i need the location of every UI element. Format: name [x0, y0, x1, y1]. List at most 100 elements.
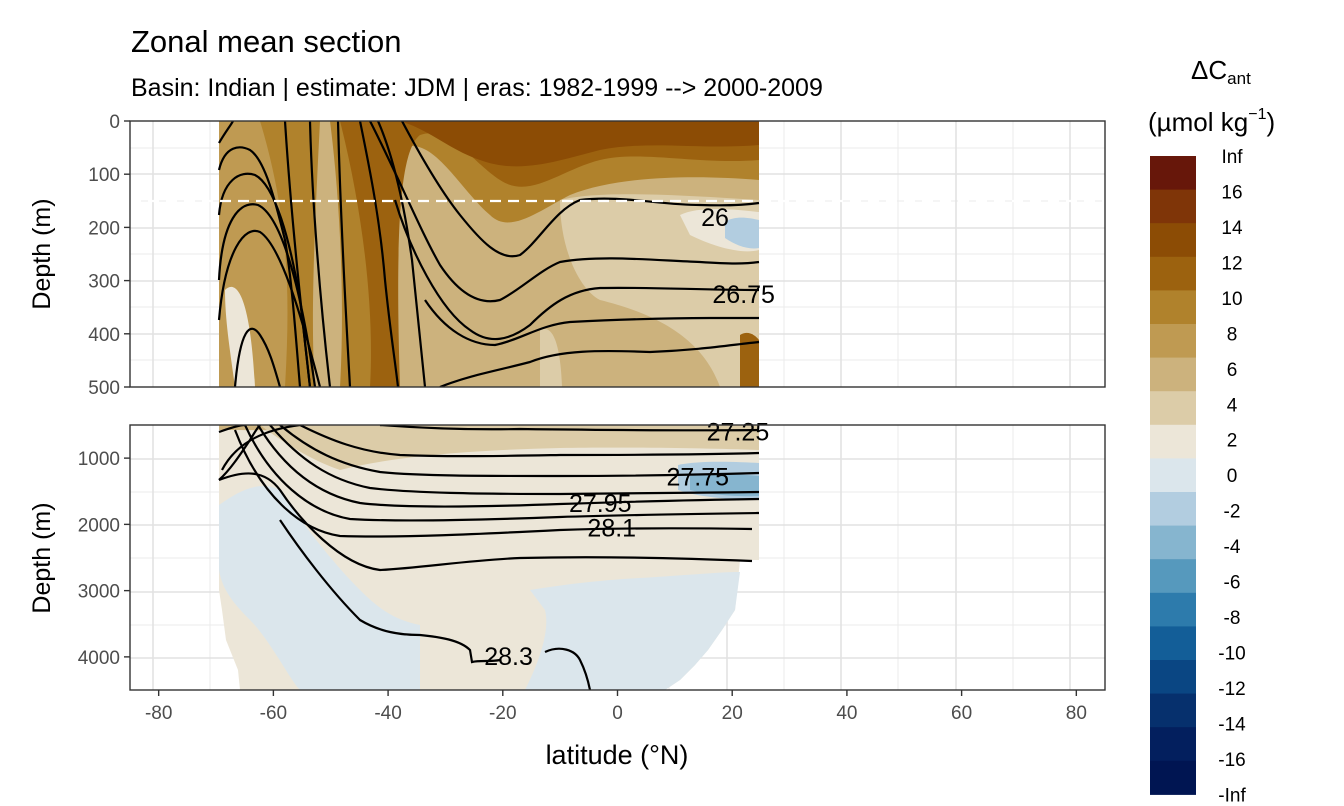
- contour-iso-28-1: [233, 429, 753, 538]
- lower-y-tick-label: 4000: [78, 648, 120, 669]
- contour-label: 27.95: [569, 490, 632, 518]
- contour-iso-27-25: [379, 425, 760, 432]
- upper-y-tick-label: 0: [109, 112, 120, 133]
- legend-unit-main: (µmol kg: [1148, 107, 1248, 137]
- upper-y-tick-label: 400: [88, 325, 120, 346]
- legend-label: -4: [1224, 537, 1241, 558]
- legend-label: 14: [1221, 218, 1243, 239]
- contour-upper-k: [376, 121, 427, 387]
- legend-label: -16: [1218, 750, 1245, 771]
- legend-color-swatch: [1150, 357, 1196, 392]
- contour-lower-28-3b: [544, 647, 592, 690]
- contour-iso-28-3: [279, 519, 501, 664]
- upper-field: [219, 121, 759, 387]
- x-tick-label: -60: [260, 703, 287, 724]
- chart-subtitle: Basin: Indian | estimate: JDM | eras: 19…: [131, 74, 823, 102]
- legend-label: 12: [1221, 253, 1242, 274]
- legend-color-swatch: [1150, 223, 1196, 258]
- legend-label: -10: [1218, 644, 1245, 665]
- x-tick-label: -20: [489, 703, 516, 724]
- upper-y-axis: 0 100 200 300 400 500: [88, 112, 130, 399]
- legend-unit: (µmol kg−1): [1148, 106, 1275, 137]
- legend-label: 10: [1221, 289, 1242, 310]
- upper-panel-border: [129, 120, 1106, 388]
- lower-y-tick-label: 3000: [78, 582, 120, 603]
- legend-label: 4: [1227, 395, 1238, 416]
- legend-color-swatch: [1150, 760, 1196, 795]
- legend-color-swatch: [1150, 727, 1196, 762]
- upper-y-tick-label: 100: [88, 165, 120, 186]
- contour-lower-27-85: [269, 425, 760, 496]
- upper-contour-labels: 26 26.75: [701, 204, 775, 309]
- legend-label: 16: [1221, 182, 1242, 203]
- contour-label: 28.1: [587, 515, 636, 543]
- legend-color-swatch: [1150, 424, 1196, 459]
- contour-upper-g: [283, 121, 312, 387]
- legend-label: -14: [1218, 714, 1246, 735]
- field-lower-top-mid: [260, 425, 759, 470]
- upper-y-tick-label: 200: [88, 218, 120, 239]
- legend-label: 0: [1227, 466, 1238, 487]
- contour-iso-27-75: [279, 425, 760, 478]
- upper-y-axis-title: Depth (m): [28, 198, 56, 309]
- contour-label: 26.75: [712, 281, 775, 309]
- legend-color-bar: [1150, 156, 1196, 795]
- contour-lower-28: [243, 425, 760, 522]
- legend-labels: Inf 16 14 12 10 8 6 4 2 0 -2 -4 -6 -8 -10 -12 -14 -16 -Inf: [1218, 147, 1246, 806]
- upper-panel: 26 26.75: [129, 120, 1106, 388]
- x-tick-label: 40: [836, 703, 857, 724]
- contour-label: 27.25: [707, 419, 770, 447]
- legend-label: 2: [1227, 431, 1238, 452]
- field-lower-blue-south: [219, 485, 420, 690]
- field-upper-sw-light: [225, 286, 255, 387]
- lower-y-tick-label: 1000: [78, 449, 120, 470]
- legend-label: -8: [1224, 608, 1241, 629]
- contour-lower-27-5: [299, 425, 760, 458]
- contour-upper-26-9: [424, 299, 759, 347]
- legend-label: 6: [1227, 360, 1238, 381]
- legend-color-swatch: [1150, 660, 1196, 695]
- lower-y-axis-title: Depth (m): [28, 502, 56, 613]
- legend-color-swatch: [1150, 324, 1196, 359]
- contour-upper-j: [358, 121, 400, 387]
- contour-upper-h: [308, 121, 332, 387]
- lower-y-tick-label: 2000: [78, 515, 120, 536]
- legend-color-swatch: [1150, 693, 1196, 728]
- contour-iso-27-95: [257, 425, 760, 508]
- legend-label: -6: [1224, 573, 1241, 594]
- legend-title-main: ΔC: [1191, 55, 1227, 85]
- field-upper-ne-dark: [740, 332, 759, 387]
- legend-color-swatch: [1150, 156, 1196, 191]
- legend-unit-sup: −1: [1248, 106, 1266, 123]
- contour-lower-c: [221, 425, 301, 471]
- contour-iso-26-75: [393, 199, 760, 341]
- contour-upper-26a: [369, 121, 760, 303]
- legend-color-swatch: [1150, 391, 1196, 426]
- x-tick-label: 80: [1066, 703, 1087, 724]
- legend-color-swatch: [1150, 189, 1196, 224]
- upper-y-tick-label: 500: [88, 378, 120, 399]
- legend-unit-close: ): [1266, 107, 1275, 137]
- lower-field: [219, 425, 759, 690]
- x-tick-label: 0: [612, 703, 623, 724]
- field-upper-channel: [540, 328, 562, 387]
- contour-iso-26: [401, 121, 760, 258]
- legend-label: -2: [1224, 502, 1241, 523]
- legend-color-swatch: [1150, 626, 1196, 661]
- legend-label: Inf: [1221, 147, 1243, 168]
- legend: ΔCant (µmol kg−1) Inf 16 14 12 10 8 6 4 2 0 -2 -4 -6…: [1148, 55, 1275, 806]
- field-lower-nw-blue-deep: [690, 473, 759, 497]
- x-axis: -80 -60 -40 -20 0 20 40 60 80: [145, 690, 1087, 724]
- contour-upper-i: [336, 121, 352, 387]
- legend-color-swatch: [1150, 592, 1196, 627]
- legend-label: -12: [1218, 679, 1245, 700]
- legend-color-swatch: [1150, 458, 1196, 493]
- legend-color-swatch: [1150, 559, 1196, 594]
- contour-label: 26: [701, 204, 729, 232]
- upper-contours: [217, 121, 760, 387]
- x-tick-label: -40: [374, 703, 401, 724]
- contour-lower-28-2: [218, 472, 753, 572]
- legend-title-sub: ant: [1227, 69, 1251, 88]
